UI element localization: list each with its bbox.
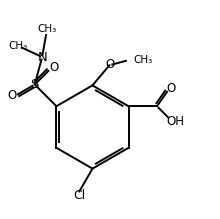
Text: CH₃: CH₃ [134,55,153,65]
Text: OH: OH [167,115,185,128]
Text: CH₃: CH₃ [37,24,56,34]
Text: S: S [31,78,39,91]
Text: O: O [49,62,58,74]
Text: O: O [7,89,16,102]
Text: N: N [37,51,47,64]
Text: O: O [106,58,115,71]
Text: CH₃: CH₃ [9,41,28,51]
Text: O: O [167,83,176,95]
Text: Cl: Cl [73,189,85,202]
